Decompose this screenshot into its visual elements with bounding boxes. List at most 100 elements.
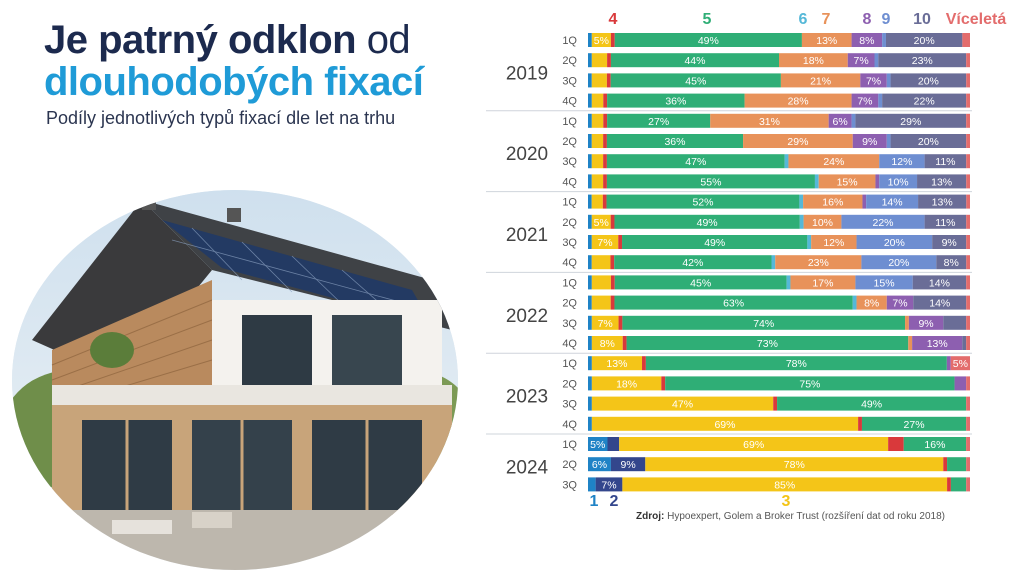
bar-segment-3 <box>622 477 948 492</box>
bar-segment-6 <box>814 174 819 189</box>
data-label: 73% <box>757 338 778 350</box>
data-label: 5% <box>594 35 609 47</box>
bar-segment-4 <box>610 275 615 290</box>
data-label: 8% <box>859 35 874 47</box>
data-label: 27% <box>648 116 669 128</box>
year-label: 2019 <box>506 63 548 84</box>
bar-segment-1 <box>588 376 592 391</box>
bar-segment-7 <box>790 275 856 290</box>
bar-segment-3 <box>591 235 619 249</box>
data-label: 10% <box>888 176 909 188</box>
bar-segment-Víceletá <box>966 457 970 472</box>
bar-segment-2 <box>607 437 620 451</box>
data-label: 7% <box>857 96 872 108</box>
bar-segment-6 <box>852 295 857 310</box>
data-label: 28% <box>788 96 809 108</box>
data-label: 20% <box>888 257 909 269</box>
bar-segment-1 <box>588 396 592 411</box>
data-label: 63% <box>723 298 744 310</box>
bar-segment-Víceletá <box>966 477 970 492</box>
data-label: 12% <box>891 156 912 168</box>
bar-segment-4 <box>603 113 608 128</box>
bar-segment-4 <box>603 174 607 189</box>
bar-segment-5 <box>607 93 745 108</box>
bar-segment-3 <box>591 376 662 391</box>
bar-segment-Víceletá <box>966 396 970 411</box>
bar-segment-3 <box>591 336 623 350</box>
bar-segment-6 <box>807 235 812 249</box>
page-subtitle: Podíly jednotlivých typů fixací dle let … <box>46 108 396 128</box>
quarter-label: 3Q <box>562 156 577 168</box>
bar-segment-4 <box>947 477 951 492</box>
legend-top-7: 7 <box>822 11 831 28</box>
data-label: 78% <box>784 459 805 471</box>
data-label: 8% <box>944 257 959 269</box>
bar-segment-5 <box>610 73 781 88</box>
bar-segment-3 <box>591 154 604 169</box>
data-label: 24% <box>823 156 844 168</box>
data-label: 9% <box>621 459 636 471</box>
bar-segment-3 <box>591 194 603 209</box>
data-label: 7% <box>892 298 907 310</box>
bar-segment-7 <box>801 33 852 47</box>
bar-segment-7 <box>743 134 853 148</box>
quarter-label: 4Q <box>562 338 577 350</box>
legend-bottom-2: 2 <box>610 493 619 510</box>
bar-segment-Víceletá <box>966 194 970 209</box>
data-label: 8% <box>864 298 879 310</box>
bar-segment-Víceletá <box>966 113 970 128</box>
data-label: 13% <box>606 358 627 370</box>
bar-segment-8 <box>852 134 887 148</box>
quarter-label: 2Q <box>562 55 577 67</box>
bar-segment-4 <box>642 356 646 371</box>
bar-segment-4 <box>603 134 607 148</box>
bar-segment-9 <box>841 214 925 229</box>
bar-segment-5 <box>606 134 744 148</box>
data-label: 6% <box>833 116 848 128</box>
quarter-label: 1Q <box>562 35 577 47</box>
legend-top-4: 4 <box>609 11 618 28</box>
year-label: 2021 <box>506 225 548 246</box>
bar-segment-4 <box>602 194 607 209</box>
bar-segment-1 <box>588 416 592 431</box>
bar-segment-1 <box>588 194 592 209</box>
bar-segment-7 <box>779 53 848 68</box>
data-label: 27% <box>904 419 925 431</box>
bar-segment-9 <box>886 73 891 88</box>
bar-segment-Víceletá <box>966 295 970 310</box>
bar-segment-9 <box>851 113 856 128</box>
quarter-label: 3Q <box>562 479 577 491</box>
bar-segment-1 <box>588 93 592 108</box>
quarter-label: 1Q <box>562 358 577 370</box>
page-title-line1: Je patrný odklon od <box>44 18 411 63</box>
bar-segment-5 <box>614 275 787 290</box>
bar-segment-8 <box>862 194 867 209</box>
bar-segment-4 <box>610 255 615 270</box>
bar-segment-1 <box>588 336 592 350</box>
quarter-label: 3Q <box>562 75 577 87</box>
bar-segment-5 <box>610 53 779 68</box>
legend-top-6: 6 <box>799 11 808 28</box>
bar-segment-9 <box>866 194 919 209</box>
bar-segment-7 <box>710 113 829 128</box>
bar-segment-7 <box>803 214 842 229</box>
data-label: 49% <box>861 399 882 411</box>
bar-segment-5 <box>614 33 802 47</box>
data-label: 5% <box>594 217 609 229</box>
data-label: 22% <box>914 96 935 108</box>
bar-segment-3 <box>619 437 889 451</box>
data-label: 18% <box>803 55 824 67</box>
bar-segment-6 <box>799 214 804 229</box>
bar-segment-1 <box>588 235 592 249</box>
bar-segment-4 <box>603 93 608 108</box>
stacked-bar-chart: 1Q 5% 49% 13% 8% 20%2Q 44% 18% 7% 23%3Q 45% 21% 7% 20… <box>486 11 1006 510</box>
bar-segment-Víceletá <box>966 53 970 68</box>
bar-segment-9 <box>874 53 879 68</box>
bar-segment-Víceletá <box>950 356 970 371</box>
quarter-label: 3Q <box>562 399 577 411</box>
bar-segment-1 <box>588 315 592 330</box>
quarter-label: 4Q <box>562 176 577 188</box>
bar-segment-4 <box>610 295 615 310</box>
data-label: 69% <box>743 439 764 451</box>
data-label: 9% <box>862 136 877 148</box>
